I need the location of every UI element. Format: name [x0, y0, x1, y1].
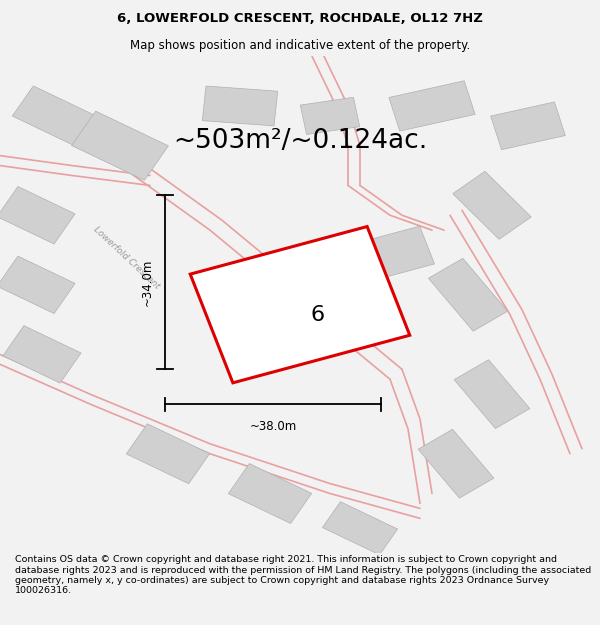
Text: 6, LOWERFOLD CRESCENT, ROCHDALE, OL12 7HZ: 6, LOWERFOLD CRESCENT, ROCHDALE, OL12 7H…	[117, 12, 483, 26]
Polygon shape	[300, 98, 360, 134]
Text: ~38.0m: ~38.0m	[250, 420, 296, 433]
Text: Contains OS data © Crown copyright and database right 2021. This information is : Contains OS data © Crown copyright and d…	[15, 555, 591, 596]
Polygon shape	[389, 81, 475, 131]
Polygon shape	[71, 111, 169, 180]
Polygon shape	[229, 464, 311, 524]
Polygon shape	[428, 258, 508, 331]
Polygon shape	[127, 424, 209, 484]
Polygon shape	[322, 502, 398, 555]
Polygon shape	[418, 429, 494, 498]
Polygon shape	[454, 360, 530, 429]
Polygon shape	[13, 86, 95, 146]
Polygon shape	[190, 226, 410, 383]
Text: 6: 6	[311, 304, 325, 324]
Polygon shape	[0, 186, 75, 244]
Polygon shape	[346, 226, 434, 284]
Polygon shape	[491, 102, 565, 149]
Polygon shape	[202, 86, 278, 126]
Text: Map shows position and indicative extent of the property.: Map shows position and indicative extent…	[130, 39, 470, 52]
Text: ~34.0m: ~34.0m	[140, 259, 154, 306]
Text: Lowerfold Crescent: Lowerfold Crescent	[91, 224, 161, 291]
Polygon shape	[0, 256, 75, 314]
Polygon shape	[3, 326, 81, 383]
Polygon shape	[453, 171, 531, 239]
Text: ~503m²/~0.124ac.: ~503m²/~0.124ac.	[173, 127, 427, 154]
